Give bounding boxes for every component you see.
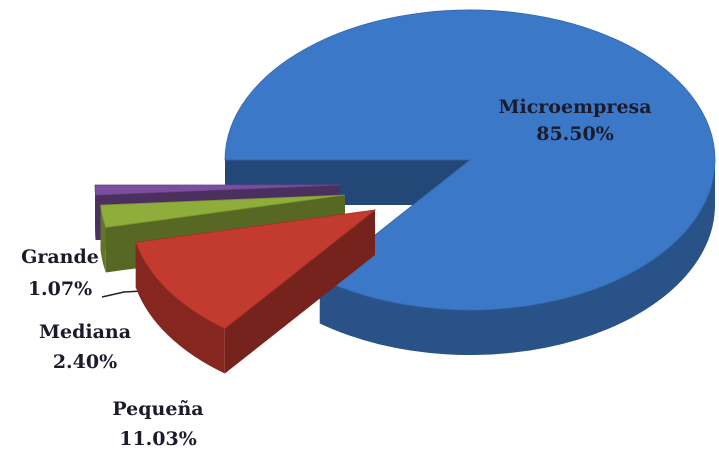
slice-value-label: 85.50% [536,123,614,145]
slice [94,184,341,196]
slice-label: Grande [21,246,99,268]
slice [224,9,716,311]
slice-value-label: 1.07% [28,278,92,300]
slice-label: Mediana [39,321,131,343]
slice-wall [135,242,225,374]
slice [135,209,377,329]
slice-label: Pequeña [112,398,203,420]
slice-value-label: 2.40% [53,351,117,373]
leader-line [101,290,143,298]
slice [100,194,346,228]
slice-label: Microempresa [498,96,651,118]
slice-wall [100,205,106,273]
slice-value-label: 11.03% [119,428,197,450]
slice-wall [95,185,96,241]
slice-wall [319,160,715,355]
